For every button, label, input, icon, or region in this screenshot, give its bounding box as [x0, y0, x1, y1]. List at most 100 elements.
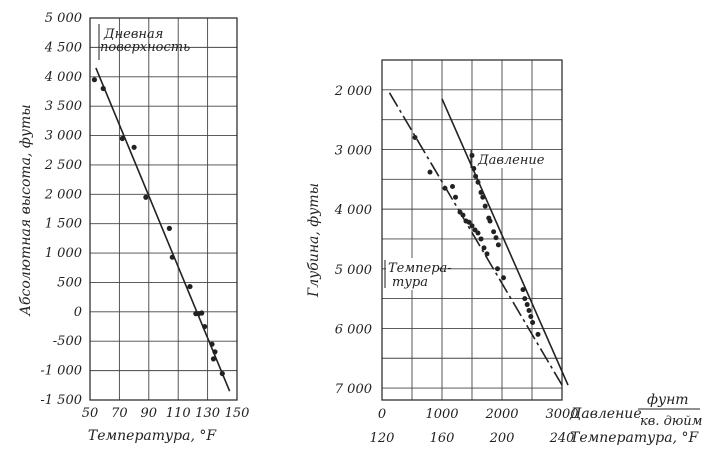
pressure-data-point — [473, 173, 479, 179]
plot-frame — [89, 17, 238, 401]
x-tick-label: 150 — [225, 406, 250, 421]
y-tick-label: 7 000 — [335, 382, 372, 397]
data-point — [166, 225, 172, 231]
x-tick-label: 50 — [82, 406, 99, 421]
temperature-data-point — [469, 223, 475, 229]
pressure-unit-denominator: кв. дюйм — [640, 414, 702, 429]
temperature-data-point — [478, 236, 484, 242]
pressure-data-point — [487, 218, 493, 224]
temperature-data-point — [501, 275, 506, 281]
data-point — [91, 77, 98, 83]
x-tick-label: 110 — [166, 406, 191, 421]
temperature-series-label-line1: Темпера- — [388, 261, 452, 276]
pressure-data-point — [522, 296, 528, 302]
y-tick-label: 2 500 — [44, 158, 82, 173]
x-tick-label: 90 — [141, 406, 158, 421]
data-point — [187, 283, 193, 290]
data-point — [169, 254, 175, 260]
y-tick-label: 1 000 — [45, 246, 82, 261]
pressure-label-bg — [476, 150, 556, 168]
data-point — [119, 135, 125, 142]
x-tick-label: 70 — [111, 406, 128, 421]
pressure-data-point — [524, 302, 530, 308]
x-tick-label-temperature: 120 — [370, 431, 395, 446]
y-axis-title: Глубина, футы — [306, 183, 322, 298]
x-tick-label-pressure: 0 — [378, 407, 386, 422]
y-tick-label: 0 — [74, 305, 82, 320]
x-tick-label-pressure: 2000 — [484, 407, 518, 422]
x-tick-label-pressure: 1000 — [425, 407, 458, 422]
temperature-data-point — [442, 185, 448, 191]
data-point — [199, 310, 205, 316]
x-tick-label-temperature: 200 — [489, 431, 515, 446]
pressure-unit-numerator: фунт — [647, 392, 689, 408]
x-axis-title-pressure: Давление — [569, 406, 642, 422]
pressure-data-point — [482, 203, 488, 209]
pressure-data-point — [528, 313, 534, 319]
x-tick-label-pressure: 3000 — [545, 407, 578, 422]
y-tick-label: 4 500 — [44, 40, 82, 55]
temperature-data-point — [412, 135, 418, 141]
y-axis-title: Абсолютная высота, футы — [18, 104, 34, 316]
temperature-data-point — [495, 266, 500, 272]
pressure-data-point — [480, 194, 486, 200]
y-tick-label: 3 000 — [335, 143, 372, 158]
y-tick-label: 3 000 — [45, 129, 82, 144]
y-tick-label: 500 — [57, 275, 82, 290]
x-tick-label-temperature: 240 — [549, 431, 575, 446]
trend-line — [95, 67, 231, 392]
y-tick-label: 5 000 — [335, 263, 372, 278]
annotation-surface-line1: Дневная — [103, 27, 163, 42]
pressure-data-point — [535, 331, 541, 337]
temperature-data-point — [460, 212, 466, 218]
x-tick-label: 130 — [195, 406, 220, 421]
pressure-data-point — [520, 287, 526, 293]
plot-frame — [381, 59, 563, 401]
pressure-series-label: Давление — [477, 153, 545, 168]
temperature-data-point — [484, 251, 490, 257]
y-tick-label: 5 000 — [45, 11, 82, 26]
pressure-data-point — [491, 229, 497, 235]
y-tick-label: 2 000 — [44, 187, 82, 202]
data-point — [209, 341, 215, 347]
y-tick-label: 1 500 — [45, 217, 82, 232]
x-axis-title: Температура, °F — [88, 428, 217, 444]
temperature-data-point — [475, 230, 481, 236]
temperature-trend-line — [388, 92, 563, 386]
y-tick-label: -1 500 — [40, 393, 82, 408]
chart-altitude-temperature: 5 000 4 500 4 000 3 500 3 000 2 500 2 000 1 500… — [18, 11, 249, 444]
pressure-data-point — [471, 166, 477, 172]
pressure-data-point — [475, 179, 481, 185]
x-axis-title-temperature: Температура, °F — [570, 430, 699, 446]
data-point — [219, 370, 225, 377]
pressure-data-point — [493, 235, 499, 241]
y-tick-label: 2 000 — [334, 84, 372, 99]
data-point — [212, 349, 218, 355]
y-tick-label: -1 000 — [40, 364, 82, 379]
pressure-trend-line — [441, 98, 569, 386]
y-tick-label: 6 000 — [335, 322, 372, 337]
pressure-data-point — [478, 189, 484, 195]
y-tick-label: 3 500 — [45, 99, 82, 114]
temperature-data-point — [481, 245, 487, 251]
temperature-data-point — [427, 169, 433, 175]
data-point — [202, 323, 208, 330]
data-point — [210, 356, 217, 362]
data-point — [143, 194, 149, 200]
y-tick-label: 4 000 — [44, 70, 82, 85]
data-point — [131, 144, 137, 150]
chart-depth-pressure-temperature: 2 000 3 000 4 000 5 000 6 000 7 000 0 1000 2000 3… — [306, 59, 702, 446]
y-tick-label: -500 — [53, 334, 82, 349]
pressure-data-point — [469, 152, 475, 158]
pressure-data-point — [495, 242, 501, 248]
temperature-data-point — [466, 219, 472, 225]
temperature-data-point — [450, 183, 455, 189]
pressure-data-point — [530, 319, 536, 325]
y-tick-label: 4 000 — [334, 203, 372, 218]
annotation-surface-line2: поверхность — [100, 40, 190, 55]
pressure-data-point — [526, 308, 532, 314]
temperature-series-label-line2: тура — [392, 275, 428, 290]
temperature-data-point — [453, 194, 458, 200]
x-tick-label-temperature: 160 — [430, 431, 455, 446]
